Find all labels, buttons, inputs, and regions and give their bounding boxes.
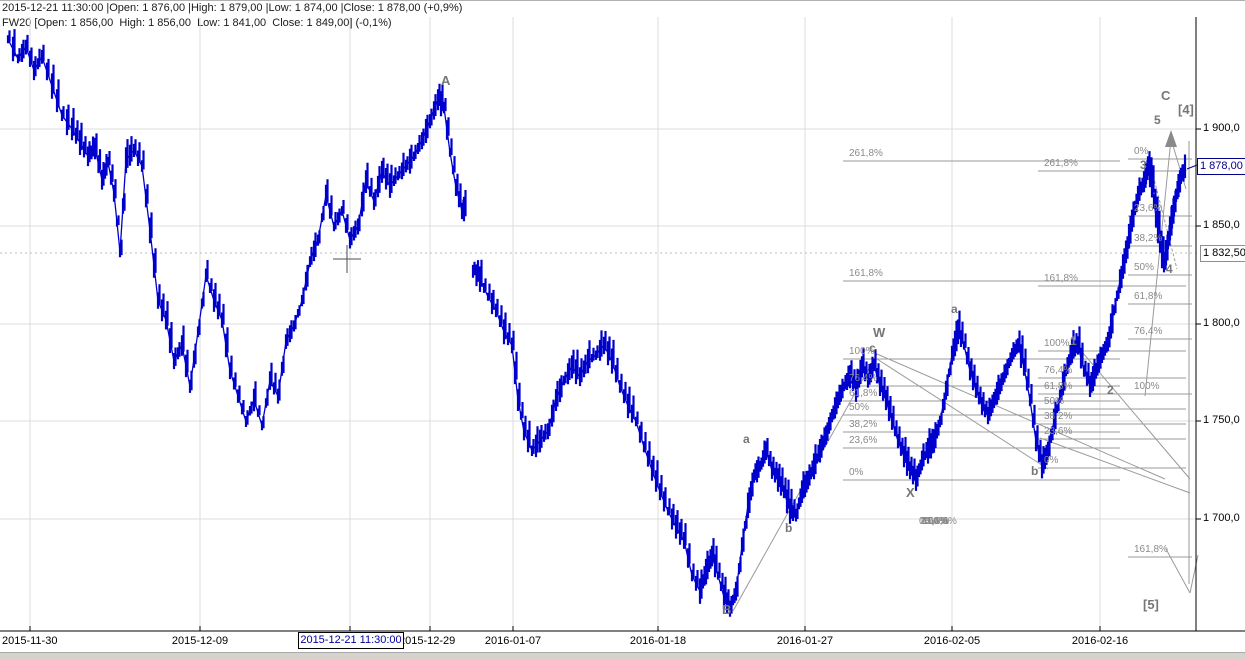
x-axis-label: 2016-02-16	[1071, 635, 1129, 647]
wave-label-4: [4]	[1178, 102, 1194, 117]
last-price-leader	[1186, 164, 1198, 170]
wave-label-5: 5	[1154, 113, 1161, 127]
y-axis-label: 1 700,0	[1203, 512, 1240, 524]
fib-mid-label: 0%	[1044, 455, 1059, 466]
fib-overlap-label: 161,8%	[923, 516, 957, 527]
fib-mid-label: 76,4%	[1044, 365, 1073, 376]
up-arrowhead	[1165, 130, 1177, 147]
trendline	[1039, 437, 1191, 494]
fib-right-label: 76,4%	[1134, 326, 1163, 337]
wave-label-b: b	[1031, 464, 1039, 478]
x-axis-label: 2016-01-27	[776, 635, 834, 647]
wave-label-W: W	[873, 325, 886, 340]
trendline	[1189, 554, 1199, 594]
x-axis-label: 2015-12-29	[399, 635, 456, 647]
wave-label-c: c	[869, 341, 876, 355]
last-price-box: 1 878,00	[1197, 158, 1245, 175]
x-axis-label: 2015-11-30	[2, 635, 58, 647]
fib-mid-label: 261,8%	[1044, 158, 1078, 169]
fib-left-label: 23,6%	[849, 435, 878, 446]
ohlc-info-bar: 2015-12-21 11:30:00 |Open: 1 876,00 |Hig…	[2, 2, 463, 14]
fib-right-label: 50%	[1134, 262, 1155, 273]
fib-left-label: 61,8%	[849, 388, 878, 399]
fib-mid-label: 38,2%	[1044, 411, 1073, 422]
fib-left-label: 50%	[849, 402, 870, 413]
candles	[6, 29, 1187, 617]
fib-mid-label: 50%	[1044, 396, 1065, 407]
selected-price-box: 1 832,50	[1200, 245, 1245, 262]
wave-label-B: B	[722, 602, 732, 617]
wave-label-3: 3	[1140, 158, 1147, 172]
fib-mid-label: 161,8%	[1044, 273, 1078, 284]
y-axis-label: 1 800,0	[1203, 317, 1240, 329]
fib-mid-label: 23,6%	[1044, 426, 1073, 437]
y-axis-label: 1 850,0	[1203, 219, 1240, 231]
wave-label-b: b	[785, 521, 793, 535]
fib-overlap-label: 61,8%	[921, 516, 950, 527]
fib-left-label: 161,8%	[849, 268, 883, 279]
fib-mid-label: 100%	[1044, 338, 1070, 349]
x-axis-label: 2016-02-05	[923, 635, 981, 647]
wave-label-a: a	[743, 432, 750, 446]
fib-overlap-label: 23,6%	[920, 516, 949, 527]
wave-label-X: X	[906, 485, 915, 500]
x-axis-label: 2016-01-18	[629, 635, 687, 647]
trendline	[876, 353, 1166, 480]
fib-right-label: 0%	[1134, 146, 1149, 157]
y-axis-label: 1 900,0	[1203, 122, 1240, 134]
wave-label-A: A	[441, 73, 451, 88]
fib-right-label: 100%	[1134, 381, 1160, 392]
wave-label-2: 2	[1107, 383, 1114, 397]
wave-label-5: [5]	[1143, 597, 1159, 612]
selected-date-box: 2015-12-21 11:30:00	[298, 632, 404, 649]
fib-right-label: 23,6%	[1134, 203, 1163, 214]
wave-label-a: a	[951, 302, 958, 316]
symbol-title-bar: FW20 [Open: 1 856,00 High: 1 856,00 Low:…	[2, 17, 392, 29]
x-axis-label: 2015-12-09	[171, 635, 229, 647]
trendline	[1144, 138, 1172, 397]
trendline-dashed	[1151, 170, 1178, 270]
trendline	[1165, 548, 1191, 594]
y-axis-label: 1 750,0	[1203, 414, 1240, 426]
wave-label-C: C	[1161, 88, 1171, 103]
bottom-strip	[0, 652, 1245, 660]
fib-left-label: 0%	[849, 467, 864, 478]
x-axis-label: 2016-01-07	[484, 635, 542, 647]
fib-right-label: 38,2%	[1134, 233, 1163, 244]
fib-mid-label: 61,8%	[1044, 381, 1073, 392]
wave-label-4: 4	[1166, 262, 1173, 276]
fib-left-label: 76,4%	[849, 373, 878, 384]
fib-right-label: 61,8%	[1134, 291, 1163, 302]
fib-overlap-label: 100%	[922, 516, 948, 527]
wave-label-1: 1	[1070, 334, 1077, 348]
fib-left-label: 38,2%	[849, 419, 878, 430]
fib-right-label: 161,8%	[1134, 544, 1168, 555]
fib-left-label: 261,8%	[849, 148, 883, 159]
trendline	[876, 358, 1049, 470]
fib-overlap-label: 0%	[919, 516, 934, 527]
fib-left-label: 100%	[849, 346, 875, 357]
